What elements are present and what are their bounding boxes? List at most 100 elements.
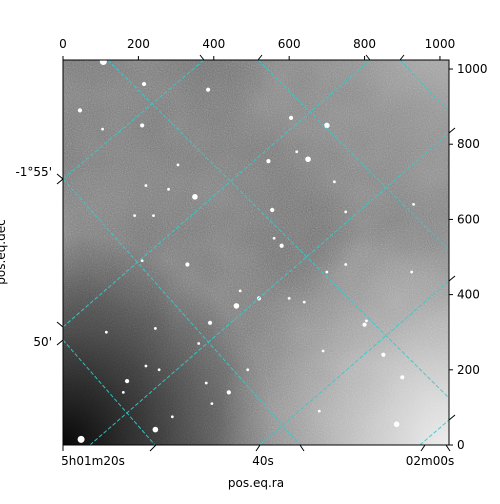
top-axis-labels: 0 200 400 600 800 1000 bbox=[59, 37, 455, 51]
star bbox=[204, 381, 208, 385]
star bbox=[365, 319, 368, 323]
star bbox=[344, 263, 348, 266]
ra-tick bbox=[420, 444, 426, 452]
bottom-world-ticks bbox=[62, 444, 451, 452]
star bbox=[321, 349, 325, 353]
ra-tick-label: 5h01m20s bbox=[61, 454, 125, 468]
star bbox=[302, 300, 306, 304]
star bbox=[266, 159, 271, 164]
grid-line bbox=[63, 339, 156, 445]
image-area bbox=[63, 60, 449, 445]
dec-tick bbox=[56, 178, 64, 185]
x-axis-label: pos.eq.ra bbox=[228, 476, 284, 490]
star bbox=[270, 207, 275, 213]
dec-tick bbox=[448, 414, 456, 421]
star bbox=[410, 270, 414, 274]
right-axis bbox=[449, 68, 453, 446]
y-axis-label: pos.eq.dec bbox=[0, 219, 8, 284]
image-bright-top bbox=[63, 60, 449, 445]
star bbox=[157, 368, 161, 372]
dec-tick bbox=[56, 339, 64, 346]
top-axis-tick-label: 1000 bbox=[425, 37, 456, 51]
right-axis-labels: 0 200 400 600 800 1000 bbox=[457, 62, 488, 452]
right-axis-tick-label: 400 bbox=[457, 288, 480, 302]
right-axis-tick-label: 1000 bbox=[457, 62, 488, 76]
coordinate-grid bbox=[63, 60, 449, 445]
dec-tick bbox=[56, 173, 64, 180]
ra-tick bbox=[199, 54, 205, 61]
dec-tick-label: 50' bbox=[33, 335, 52, 349]
star bbox=[152, 426, 159, 433]
grid-line bbox=[89, 132, 449, 445]
star bbox=[246, 368, 250, 372]
grid-line bbox=[63, 60, 371, 328]
star bbox=[141, 81, 147, 87]
grid-line bbox=[257, 60, 449, 251]
top-axis-tick-label: 200 bbox=[127, 37, 150, 51]
dec-tick bbox=[448, 275, 456, 282]
top-axis-tick-label: 0 bbox=[59, 37, 67, 51]
star bbox=[133, 214, 137, 218]
star bbox=[324, 122, 330, 129]
ra-tick bbox=[365, 54, 371, 61]
ra-tick-label: 02m00s bbox=[406, 454, 454, 468]
star bbox=[233, 303, 240, 309]
star bbox=[185, 262, 190, 267]
star bbox=[124, 378, 130, 384]
ra-tick bbox=[299, 444, 305, 452]
star bbox=[344, 210, 348, 214]
star bbox=[238, 289, 242, 293]
star bbox=[325, 270, 329, 274]
star bbox=[144, 364, 148, 368]
star bbox=[170, 415, 174, 419]
grid-line bbox=[419, 419, 449, 445]
star bbox=[121, 390, 125, 394]
star bbox=[362, 322, 367, 327]
right-axis-tick-label: 600 bbox=[457, 212, 480, 226]
ra-tick bbox=[399, 54, 405, 61]
star bbox=[287, 296, 291, 300]
star bbox=[176, 163, 180, 167]
star bbox=[101, 127, 104, 131]
star bbox=[153, 327, 157, 330]
star bbox=[381, 352, 386, 357]
star bbox=[400, 375, 405, 380]
star bbox=[272, 236, 276, 240]
star bbox=[226, 390, 231, 395]
top-world-ticks bbox=[199, 54, 405, 61]
star bbox=[206, 87, 211, 92]
top-axis bbox=[62, 56, 441, 60]
ra-tick bbox=[257, 54, 263, 61]
dec-tick bbox=[448, 127, 456, 134]
star bbox=[333, 180, 336, 184]
grid-line bbox=[107, 60, 449, 399]
star bbox=[412, 202, 415, 206]
grid-line bbox=[63, 178, 301, 445]
star bbox=[305, 156, 311, 163]
ra-tick-label: 40s bbox=[252, 454, 274, 468]
star bbox=[152, 214, 155, 218]
star bbox=[279, 243, 284, 248]
right-axis-tick-label: 800 bbox=[457, 137, 480, 151]
right-axis-tick-label: 200 bbox=[457, 363, 480, 377]
ra-tick bbox=[255, 444, 261, 452]
star bbox=[104, 330, 108, 334]
grid-line bbox=[63, 60, 205, 180]
star bbox=[197, 342, 201, 345]
top-axis-tick-label: 600 bbox=[278, 37, 301, 51]
star bbox=[77, 108, 83, 113]
dec-tick bbox=[56, 321, 64, 328]
star bbox=[167, 187, 170, 191]
star bbox=[140, 123, 145, 128]
right-axis-tick-label: 0 bbox=[457, 438, 465, 452]
star bbox=[77, 435, 85, 443]
left-world-ticks bbox=[56, 173, 64, 346]
top-axis-tick-label: 800 bbox=[353, 37, 376, 51]
star bbox=[288, 115, 294, 121]
star bbox=[192, 194, 198, 200]
right-world-ticks bbox=[448, 127, 456, 421]
star bbox=[144, 184, 148, 187]
star bbox=[295, 150, 299, 154]
star bbox=[210, 402, 214, 406]
